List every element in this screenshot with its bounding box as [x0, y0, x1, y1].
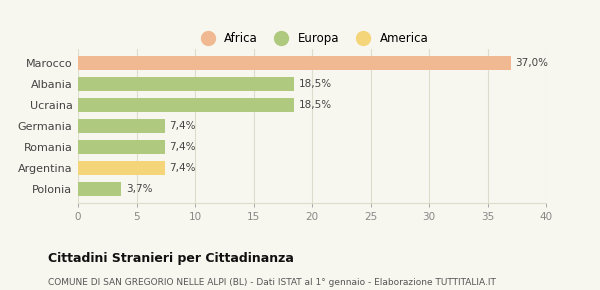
Bar	[78, 119, 164, 133]
Text: 3,7%: 3,7%	[126, 184, 152, 194]
Text: 7,4%: 7,4%	[169, 142, 196, 152]
Text: 7,4%: 7,4%	[169, 121, 196, 131]
Bar	[78, 182, 121, 196]
Bar	[78, 161, 164, 175]
Bar	[78, 56, 511, 70]
Text: 37,0%: 37,0%	[515, 58, 548, 68]
Text: COMUNE DI SAN GREGORIO NELLE ALPI (BL) - Dati ISTAT al 1° gennaio - Elaborazione: COMUNE DI SAN GREGORIO NELLE ALPI (BL) -…	[48, 278, 496, 287]
Legend: Africa, Europa, America: Africa, Europa, America	[191, 28, 433, 50]
Text: 18,5%: 18,5%	[299, 100, 332, 110]
Bar	[78, 77, 295, 91]
Text: 18,5%: 18,5%	[299, 79, 332, 89]
Text: Cittadini Stranieri per Cittadinanza: Cittadini Stranieri per Cittadinanza	[48, 252, 294, 265]
Bar	[78, 98, 295, 112]
Text: 7,4%: 7,4%	[169, 163, 196, 173]
Bar	[78, 140, 164, 154]
